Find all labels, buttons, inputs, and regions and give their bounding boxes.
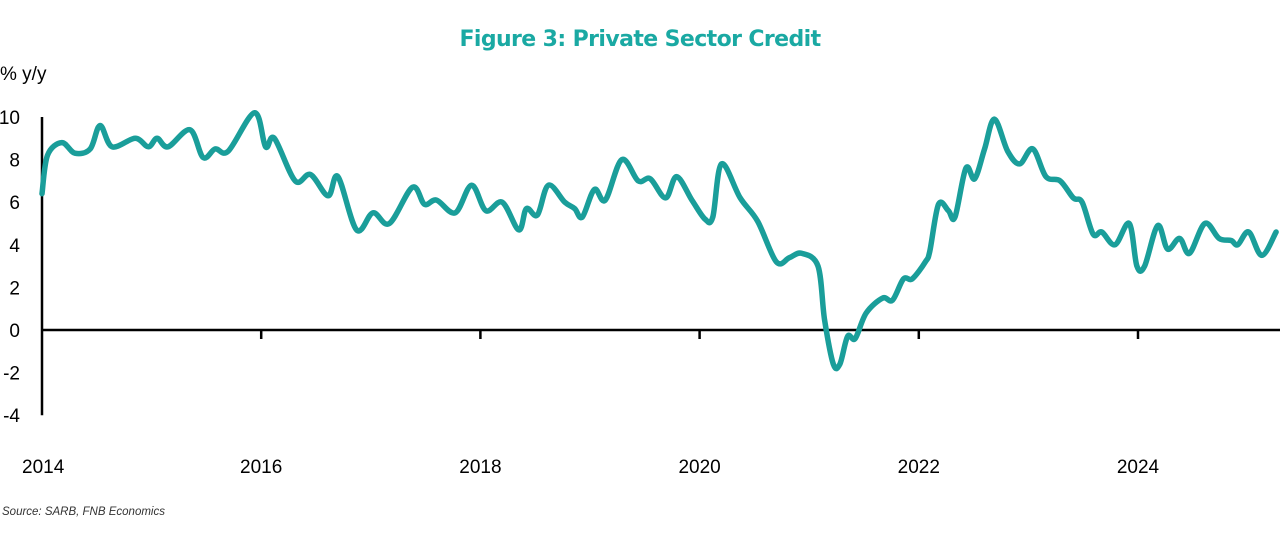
- y-tick-label: -2: [3, 364, 20, 385]
- series-line-private-sector-credit: [39, 109, 1279, 372]
- y-tick-label: 8: [9, 151, 20, 172]
- y-tick-label: 4: [9, 236, 20, 257]
- y-axis-unit-label: % y/y: [0, 64, 47, 85]
- axes: [40, 117, 1280, 416]
- x-axis-tick-labels: 2014 2016 2018 2020 2022 2024: [22, 457, 1160, 478]
- y-tick-label: 0: [9, 321, 20, 342]
- x-tick-label: 2016: [240, 457, 282, 478]
- source-note: Source: SARB, FNB Economics: [2, 506, 165, 518]
- x-tick-label: 2024: [1117, 457, 1160, 478]
- y-tick-label: 2: [9, 278, 20, 299]
- chart-title: Figure 3: Private Sector Credit: [459, 27, 821, 52]
- y-tick-label: 6: [9, 193, 20, 214]
- x-tick-label: 2018: [459, 457, 501, 478]
- x-tick-label: 2022: [898, 457, 940, 478]
- x-tick-label: 2020: [678, 457, 720, 478]
- y-axis-tick-labels: 10 8 6 4 2 0 -2 -4: [0, 108, 20, 427]
- y-tick-label: 10: [0, 108, 20, 129]
- y-tick-label: -4: [3, 406, 20, 427]
- series-layer: [39, 109, 1279, 372]
- x-tick-label: 2014: [22, 457, 65, 478]
